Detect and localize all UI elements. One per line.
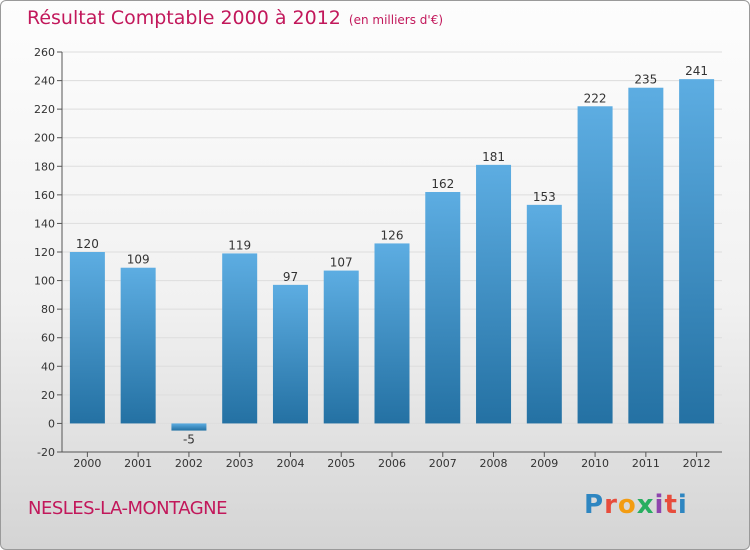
- bar-value-label: 153: [533, 190, 556, 204]
- bar-value-label: 181: [482, 150, 505, 164]
- chart-title-text: Résultat Comptable 2000 à 2012: [27, 7, 341, 29]
- logo-letter: r: [604, 490, 618, 520]
- bar-value-label: 120: [76, 237, 99, 251]
- labels: 120 2000 109 2001 -5 2002 119 2003 97 2004 107 2005…: [73, 64, 710, 470]
- logo-letter: t: [664, 490, 678, 520]
- y-tick-label: 120: [34, 246, 55, 259]
- chart-unit: (en milliers d'€): [348, 13, 444, 27]
- logo-letter: x: [636, 490, 655, 520]
- x-tick-label: 2009: [530, 457, 558, 470]
- bar-value-label: -5: [183, 433, 195, 447]
- y-tick-label: 0: [48, 417, 55, 430]
- x-tick-label: 2006: [378, 457, 406, 470]
- logo-letter: i: [677, 490, 688, 520]
- y-tick-label: -20: [37, 446, 55, 459]
- bar: [679, 79, 715, 424]
- y-tick-label: 100: [34, 275, 55, 288]
- bar: [425, 192, 461, 424]
- bar: [222, 253, 258, 424]
- y-tick-label: 240: [34, 75, 55, 88]
- x-tick-label: 2005: [327, 457, 355, 470]
- bar: [374, 243, 410, 424]
- proxiti-logo: Proxiti: [584, 490, 688, 520]
- bar: [476, 164, 512, 424]
- chart-title: Résultat Comptable 2000 à 2012 (en millie…: [27, 7, 443, 29]
- bar: [628, 87, 664, 424]
- bars: [69, 79, 715, 431]
- bar: [323, 270, 359, 424]
- bar-value-label: 235: [634, 73, 657, 87]
- y-tick-label: 140: [34, 217, 55, 230]
- logo-letter: i: [654, 490, 665, 520]
- y-tick-label: 20: [41, 389, 55, 402]
- bar-value-label: 162: [431, 177, 454, 191]
- y-tick-label: 180: [34, 160, 55, 173]
- x-tick-label: 2004: [276, 457, 304, 470]
- bar: [272, 284, 308, 424]
- logo-letter: o: [617, 490, 637, 520]
- y-tick-label: 220: [34, 103, 55, 116]
- y-tick-label: 160: [34, 189, 55, 202]
- bar-value-label: 97: [283, 270, 298, 284]
- bar-value-label: 126: [381, 228, 404, 242]
- bar-value-label: 241: [685, 64, 708, 78]
- y-tick-label: 200: [34, 132, 55, 145]
- bar: [171, 423, 207, 431]
- bar-value-label: 107: [330, 256, 353, 270]
- axes: -20 0 20 40 60 80 100 120 140 160 180 200 220 240 260: [34, 46, 722, 459]
- x-tick-label: 2010: [581, 457, 609, 470]
- x-tick-label: 2007: [429, 457, 457, 470]
- bar-value-label: 222: [584, 91, 607, 105]
- x-tick-label: 2011: [632, 457, 660, 470]
- x-tick-label: 2003: [226, 457, 254, 470]
- bar-value-label: 119: [228, 238, 251, 252]
- logo-letter: P: [584, 490, 605, 520]
- y-tick-label: 260: [34, 46, 55, 59]
- y-tick-label: 40: [41, 360, 55, 373]
- commune-name: NESLES-LA-MONTAGNE: [28, 498, 227, 519]
- bar-value-label: 109: [127, 253, 150, 267]
- x-tick-label: 2008: [480, 457, 508, 470]
- x-tick-label: 2000: [73, 457, 101, 470]
- x-tick-label: 2012: [683, 457, 711, 470]
- x-tick-label: 2001: [124, 457, 152, 470]
- bar: [526, 204, 562, 424]
- y-tick-label: 60: [41, 332, 55, 345]
- bar: [69, 252, 105, 424]
- bar: [577, 106, 613, 424]
- x-tick-label: 2002: [175, 457, 203, 470]
- bar: [120, 267, 156, 424]
- y-tick-label: 80: [41, 303, 55, 316]
